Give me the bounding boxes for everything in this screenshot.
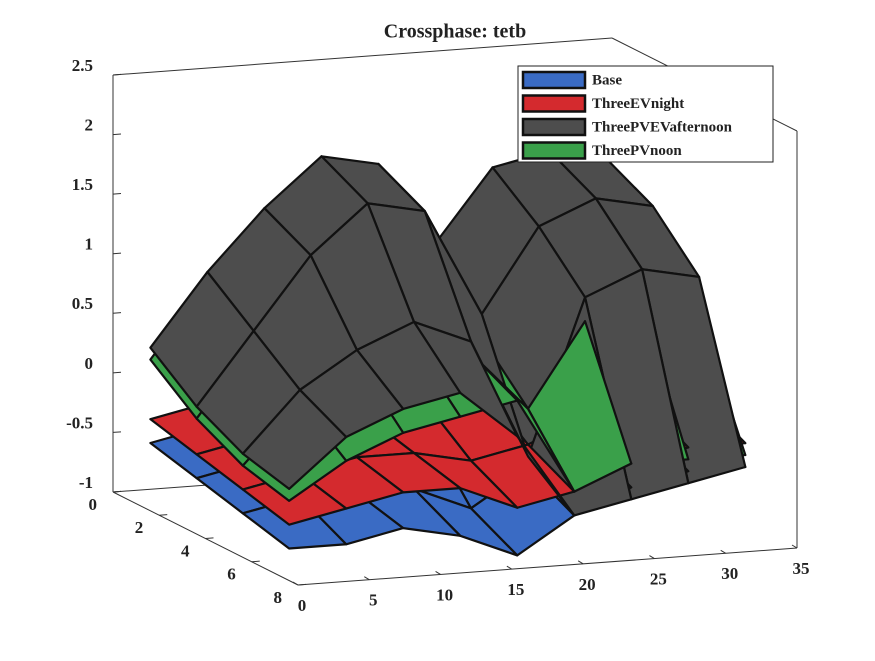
y-tick (251, 560, 260, 563)
z-tick-label: 1.5 (72, 175, 93, 194)
x-tick (506, 565, 513, 570)
z-tick-label: 1 (85, 235, 94, 254)
x-tick (649, 555, 655, 560)
x-tick-label: 20 (579, 575, 596, 594)
z-tick-label: 0 (85, 354, 94, 373)
axis-line (297, 547, 798, 586)
z-tick-label: -0.5 (66, 413, 93, 432)
x-tick (720, 549, 726, 554)
z-tick-label: 2.5 (72, 56, 93, 75)
x-tick-label: 15 (507, 580, 524, 599)
chart-title: Crossphase: tetb (384, 21, 526, 43)
y-tick (205, 537, 214, 539)
surfaces (149, 150, 747, 557)
legend-swatch (521, 70, 587, 90)
legend-swatch (521, 141, 587, 160)
surface-patch (241, 388, 348, 491)
legend-swatch (521, 117, 587, 137)
x-tick-label: 0 (298, 596, 307, 615)
legend-label: ThreePVnoon (592, 143, 682, 159)
y-tick (297, 583, 307, 586)
x-tick-label: 30 (721, 564, 738, 583)
y-tick-label: 8 (274, 588, 283, 607)
legend-label: ThreeEVnight (592, 96, 684, 112)
z-tick (112, 431, 122, 433)
z-tick (112, 252, 122, 255)
x-tick (791, 544, 798, 549)
z-tick (112, 371, 122, 374)
y-tick-label: 6 (227, 565, 236, 584)
x-tick-label: 5 (369, 591, 378, 610)
z-tick (112, 73, 122, 76)
z-tick-label: 2 (85, 115, 94, 134)
z-tick (112, 193, 122, 195)
z-tick-label: 0.5 (72, 294, 93, 313)
x-tick (577, 560, 584, 565)
x-tick-label: 35 (793, 559, 810, 578)
y-tick-label: 2 (135, 518, 144, 537)
z-tick (112, 133, 122, 136)
legend-label: ThreePVEVafternoon (592, 119, 733, 135)
x-tick-label: 25 (650, 569, 667, 588)
x-tick (364, 576, 370, 581)
y-tick (112, 490, 122, 493)
legend: Base ThreeEVnight ThreePVEVafternoon ThreeP… (517, 65, 774, 163)
x-tick-label: 10 (436, 585, 453, 604)
y-tick (159, 514, 168, 516)
x-tick (292, 581, 299, 586)
x-tick (435, 570, 441, 575)
legend-swatch (521, 94, 587, 113)
legend-label: Base (592, 72, 622, 88)
y-tick-label: 4 (181, 541, 190, 560)
z-tick-label: -1 (79, 473, 93, 492)
z-tick (112, 312, 122, 314)
y-tick-label: 0 (89, 495, 98, 514)
axis-line (112, 37, 613, 76)
